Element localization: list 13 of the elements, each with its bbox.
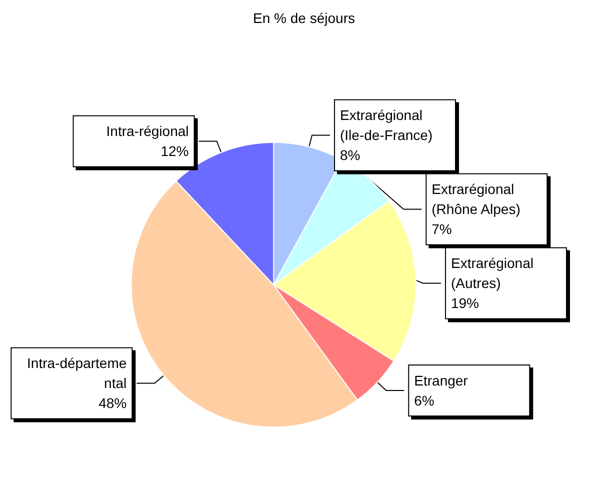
slice-label: Etranger (414, 372, 468, 388)
chart-title: En % de séjours (253, 10, 355, 26)
data-label: 8% (340, 147, 360, 164)
data-label: 7% (432, 221, 452, 238)
slice-label: Extrarégional (Autres) (450, 255, 538, 292)
data-label: 6% (414, 392, 434, 408)
data-label: 12% (160, 143, 189, 160)
slice-label: Extrarégional (Rhône Alpes) (432, 181, 520, 218)
data-label: 19% (450, 295, 480, 312)
slice-label: Intra-départemental (27, 355, 127, 392)
data-label: 48% (98, 395, 127, 412)
slice-label: Intra-régional (106, 123, 189, 140)
slice-label: Extrarégional (Ile-de-France) (340, 107, 433, 144)
